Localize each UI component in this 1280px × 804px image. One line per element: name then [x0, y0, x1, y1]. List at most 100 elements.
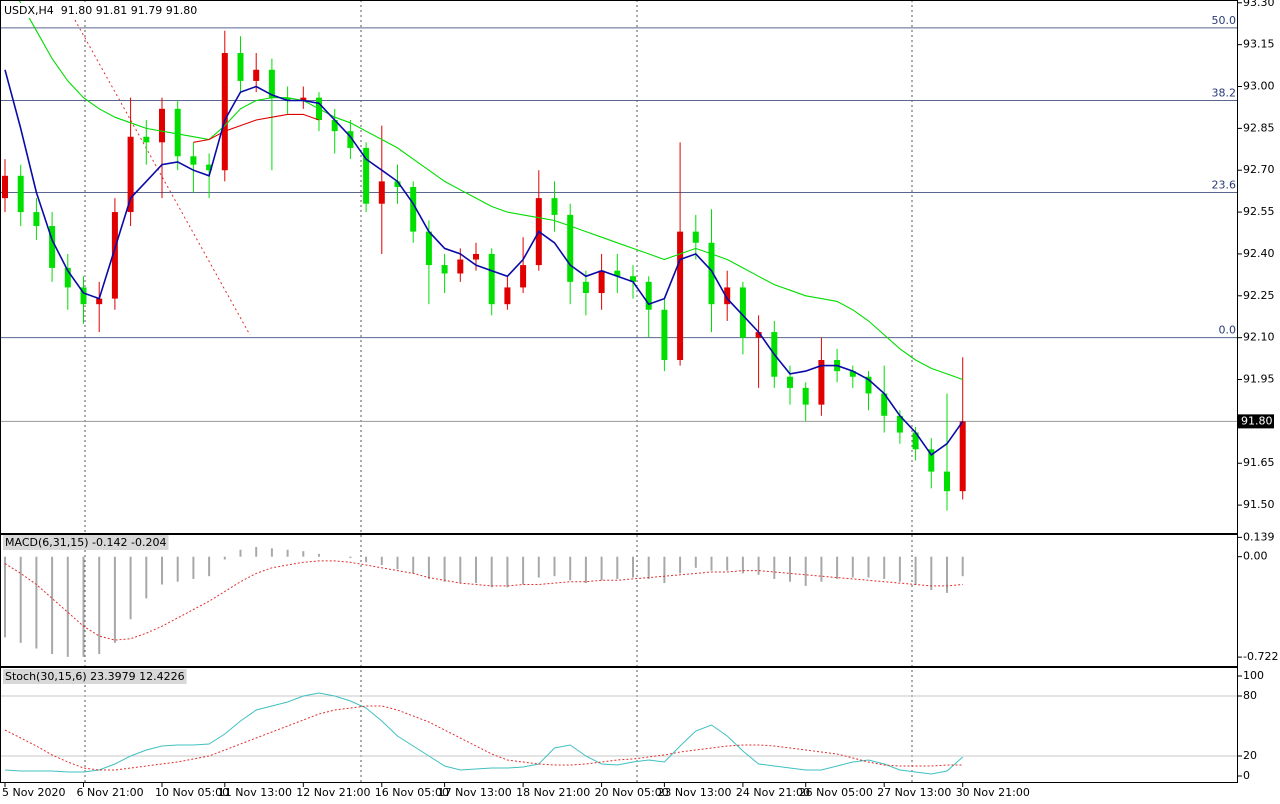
y-tick-label: 92.85: [1243, 121, 1275, 134]
candle-body: [49, 226, 56, 268]
y-tick-label: 92.70: [1243, 163, 1275, 176]
candle-body: [865, 376, 872, 394]
candle-body: [441, 265, 448, 274]
y-tick-label: 93.00: [1243, 80, 1275, 93]
candle-body: [677, 231, 684, 360]
x-tick-label: 30 Nov 21:00: [956, 786, 1030, 799]
candle-body: [724, 287, 731, 305]
candle-body: [33, 212, 40, 227]
label-background: [3, 535, 169, 550]
candle-body: [410, 186, 417, 232]
y-tick-label: 93.15: [1243, 38, 1275, 51]
candle-body: [488, 253, 495, 305]
moving-average: [4, 69, 964, 457]
label-background: [2, 3, 200, 18]
candle-body: [268, 69, 275, 98]
signal-line: [4, 560, 963, 641]
x-tick-label: 16 Nov 05:00: [375, 786, 449, 799]
candle-body: [159, 108, 165, 143]
candle-body: [818, 359, 825, 405]
candle-body: [582, 281, 589, 294]
candle-body: [739, 287, 746, 338]
candle-body: [755, 332, 762, 338]
candle-body: [347, 131, 354, 148]
x-tick-label: 11 Nov 13:00: [218, 786, 292, 799]
candle-body: [17, 175, 24, 213]
y-tick-label: 91.95: [1243, 373, 1275, 386]
candle-body: [881, 393, 888, 416]
y-tick-label: 80: [1243, 689, 1257, 702]
candle-body: [692, 231, 699, 243]
candle-body: [425, 231, 432, 266]
candle-body: [614, 270, 621, 277]
candle-body: [221, 53, 228, 171]
y-tick-label: 0: [1243, 769, 1250, 782]
y-tick-label: 92.40: [1243, 247, 1275, 260]
y-tick-label: 93.30: [1243, 0, 1275, 9]
y-tick-label: 0.139: [1243, 530, 1275, 543]
y-tick-label: 91.65: [1243, 456, 1275, 469]
candle-body: [473, 253, 479, 260]
candle-body: [551, 198, 558, 215]
candle-body: [520, 265, 527, 288]
y-tick-label: 0.00: [1243, 550, 1268, 563]
candle-body: [802, 387, 809, 405]
candle-body: [598, 270, 605, 294]
last-price-label: 91.80: [1241, 414, 1273, 427]
stoch-main: [4, 692, 964, 775]
candle-body: [363, 147, 370, 204]
candle-body: [96, 298, 103, 305]
frames: [0, 0, 1238, 783]
y-tick-label: 92.10: [1243, 331, 1275, 344]
candle-body: [959, 421, 966, 492]
fib-label: 38.2: [1212, 86, 1237, 99]
stoch-signal: [4, 705, 963, 771]
y-tick-label: 92.55: [1243, 205, 1275, 218]
fib-label: 23.6: [1212, 179, 1237, 192]
candle-body: [645, 281, 652, 310]
moving-average: [18, 0, 963, 381]
fib-label: 0.0: [1219, 324, 1237, 337]
candle-body: [849, 371, 856, 377]
candle-body: [378, 181, 385, 204]
candle-body: [206, 164, 213, 171]
candle-body: [896, 415, 903, 433]
x-tick-label: 5 Nov 2020: [2, 786, 65, 799]
y-tick-label: 100: [1243, 669, 1264, 682]
x-tick-label: 6 Nov 21:00: [77, 786, 144, 799]
x-tick-label: 24 Nov 21:00: [736, 786, 810, 799]
candle-body: [300, 97, 307, 101]
candle-body: [284, 97, 291, 101]
candle-body: [111, 212, 118, 299]
y-tick-label: 91.50: [1243, 498, 1275, 511]
candle-body: [2, 175, 8, 199]
moving-average: [193, 113, 320, 143]
x-tick-label: 23 Nov 13:00: [657, 786, 731, 799]
label-background: [3, 669, 187, 684]
x-tick-label: 18 Nov 21:00: [516, 786, 590, 799]
indicator-title: Stoch(30,15,6) 23.3979 12.4226: [5, 670, 185, 683]
candle-body: [787, 376, 793, 388]
candle-body: [80, 287, 87, 305]
candle-body: [457, 259, 464, 274]
candle-body: [174, 108, 181, 157]
last-price-box: [1238, 414, 1274, 429]
candle-body: [394, 181, 401, 187]
candle-body: [127, 136, 134, 213]
x-tick-label: 17 Nov 13:00: [438, 786, 512, 799]
indicator-title: MACD(6,31,15) -0.142 -0.204: [5, 536, 166, 549]
candle-body: [912, 432, 919, 450]
candle-body: [143, 136, 150, 143]
fib-label: 50.0: [1212, 14, 1237, 27]
candle-body: [331, 119, 338, 132]
candle-body: [928, 449, 935, 472]
candle-body: [661, 309, 668, 360]
x-tick-label: 20 Nov 05:00: [595, 786, 669, 799]
x-tick-label: 27 Nov 13:00: [877, 786, 951, 799]
candle-body: [64, 267, 71, 288]
candle-body: [944, 471, 950, 492]
candle-body: [253, 69, 260, 81]
candle-body: [567, 214, 574, 282]
